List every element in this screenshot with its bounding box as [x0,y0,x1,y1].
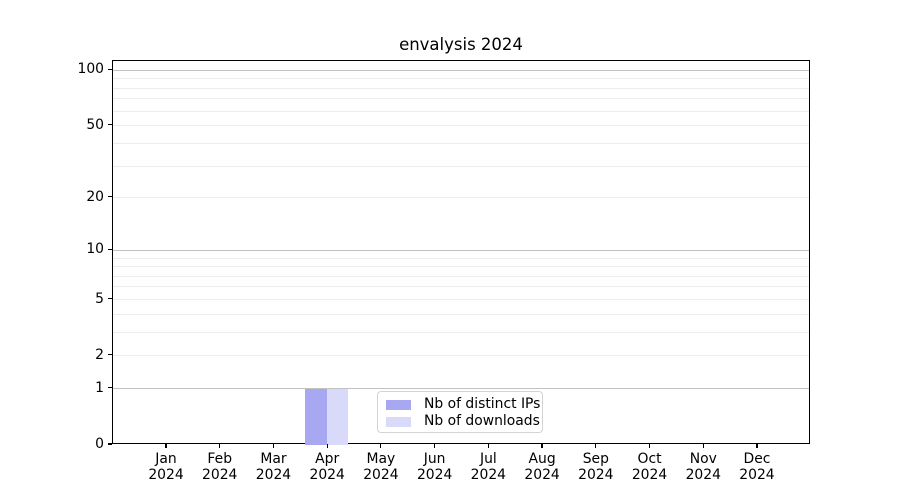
x-tick-label: Oct 2024 [631,451,668,483]
gridline-minor [113,286,809,288]
gridline-minor [113,197,809,199]
y-tick-label: 0 [95,436,104,452]
x-tick-label: Aug 2024 [524,451,560,483]
x-tick-label: Nov 2024 [685,451,721,483]
x-tick-label: Sep 2024 [578,451,614,483]
gridline-minor [113,98,809,100]
y-tick-label: 50 [86,116,104,133]
bar-downloads [326,388,349,445]
legend: Nb of distinct IPs Nb of downloads [377,391,543,433]
gridline-minor [113,299,809,300]
legend-swatch-downloads-icon [386,416,411,427]
x-tick-mark [756,444,758,448]
gridline-minor [113,275,809,277]
x-tick-mark [219,444,221,448]
gridline-major [113,69,809,71]
gridline-minor [113,331,809,333]
plot-area [112,60,810,445]
gridline-major [113,388,809,390]
legend-item-downloads: Nb of downloads [386,413,540,430]
x-tick-label: Dec 2024 [739,451,775,483]
x-tick-label: May 2024 [363,451,399,483]
y-tick-label: 1 [95,379,104,396]
x-tick-label: Jul 2024 [470,451,507,483]
bar-distinct-ips [305,388,327,445]
x-tick-label: Jan 2024 [148,451,184,483]
gridline-major [113,249,809,251]
gridline-minor [113,110,809,112]
x-tick-mark [702,444,704,448]
x-tick-mark [165,444,167,448]
y-tick-mark [108,68,112,70]
x-tick-mark [595,444,597,448]
x-tick-mark [272,444,275,448]
y-tick-label: 2 [95,346,104,363]
legend-item-distinct-ips: Nb of distinct IPs [386,396,540,413]
x-tick-mark [648,444,651,448]
x-tick-label: Jun 2024 [416,451,453,483]
x-tick-label: Mar 2024 [255,451,292,483]
gridline-minor [113,313,809,315]
legend-label-downloads: Nb of downloads [424,413,540,429]
gridline-minor [113,355,809,357]
gridline-minor [113,165,809,167]
y-tick-mark [108,354,112,356]
y-tick-label: 100 [77,61,104,78]
gridline-minor [113,87,809,89]
gridline-minor [113,266,809,268]
legend-label-distinct-ips: Nb of distinct IPs [424,396,541,412]
legend-swatch-distinct-ips-icon [386,399,411,410]
y-tick-label: 10 [86,241,104,258]
x-tick-mark [487,444,489,448]
x-tick-label: Apr 2024 [309,451,345,483]
y-tick-mark [108,443,112,445]
x-tick-mark [541,444,543,448]
x-tick-mark [434,444,436,448]
y-tick-label: 5 [95,290,104,307]
gridline-minor [113,125,809,127]
y-tick-mark [108,248,112,250]
y-tick-mark [108,124,112,126]
x-tick-mark [380,444,382,448]
y-tick-mark [108,297,112,300]
gridline-minor [113,78,809,80]
x-tick-mark [326,444,328,448]
y-tick-mark [108,196,112,198]
gridline-minor [113,257,809,259]
chart-title: envalysis 2024 [399,35,523,54]
x-tick-label: Feb 2024 [202,451,238,483]
y-tick-label: 20 [86,188,104,205]
y-tick-mark [108,387,112,389]
gridline-minor [113,142,809,144]
